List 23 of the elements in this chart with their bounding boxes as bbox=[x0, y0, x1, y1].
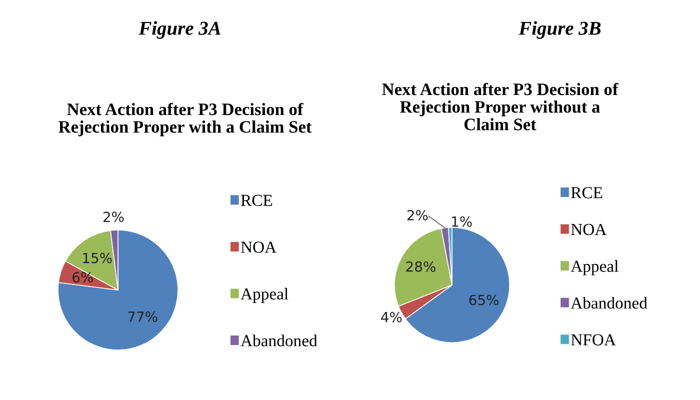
data-label: 4% bbox=[381, 312, 402, 322]
data-label: 6% bbox=[72, 272, 93, 283]
legend-label: Abandoned bbox=[240, 334, 318, 346]
legend-label: NFOA bbox=[571, 334, 616, 346]
data-label: 65% bbox=[469, 294, 498, 306]
legend-label: RCE bbox=[571, 187, 602, 198]
legend-label: Appeal bbox=[240, 288, 288, 303]
data-label: 15% bbox=[83, 252, 112, 264]
legend-label: Abandoned bbox=[570, 296, 648, 309]
legend-label: RCE bbox=[240, 194, 272, 206]
chart-title: Next Action after P3 Decision of Rejection Proper without a Claim Set bbox=[382, 82, 618, 130]
data-label: 1% bbox=[452, 216, 472, 227]
data-label: 77% bbox=[128, 311, 158, 322]
pie-slice bbox=[58, 230, 178, 350]
caption: Figure 3A bbox=[138, 21, 221, 39]
legend-label: Appeal bbox=[570, 260, 618, 276]
data-label: 2% bbox=[103, 212, 124, 222]
caption: Figure 3B bbox=[518, 21, 601, 39]
chart-title: Next Action after P3 Decision of Rejection Proper with a Claim Set bbox=[58, 102, 312, 136]
data-label: 28% bbox=[406, 261, 436, 272]
legend-label: NOA bbox=[571, 224, 607, 236]
legend-label: NOA bbox=[240, 242, 276, 253]
data-label: 2% bbox=[407, 210, 428, 220]
